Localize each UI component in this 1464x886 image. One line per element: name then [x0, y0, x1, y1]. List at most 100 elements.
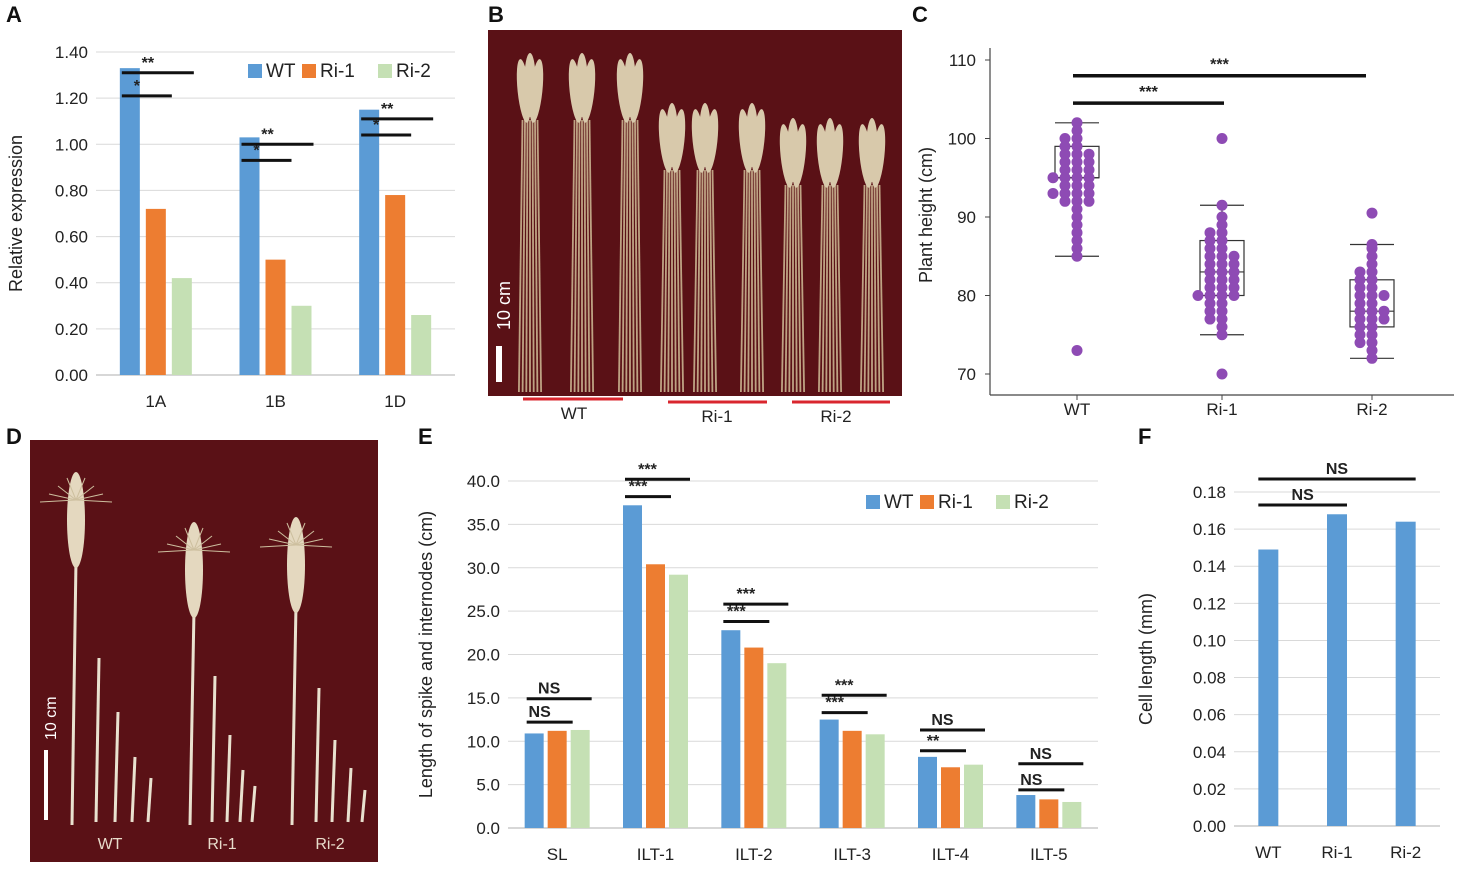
chart-c-ytick-label: 80 — [957, 287, 976, 306]
chart-a-ytick-label: 0.60 — [55, 228, 88, 247]
chart-a-bar-1b-s2 — [291, 305, 312, 375]
photo-d-awn — [166, 543, 195, 551]
photo-b-stem — [518, 119, 524, 393]
photo-b-stem — [709, 169, 714, 393]
chart-c-data-point — [1366, 282, 1378, 294]
chart-e-legend-label-1: Ri-1 — [938, 492, 973, 513]
photo-d-awn — [259, 544, 297, 548]
photo-b-spike — [581, 59, 596, 123]
chart-a-legend-swatch-0 — [248, 64, 262, 78]
chart-c-data-point — [1083, 148, 1095, 160]
chart-c-data-point — [1071, 235, 1083, 247]
chart-c-data-point — [1366, 258, 1378, 270]
chart-c-data-point — [1083, 172, 1095, 184]
chart-c-data-point — [1216, 199, 1228, 211]
chart-e-bar-sl-s0 — [524, 733, 544, 828]
chart-e-legend-swatch-1 — [920, 495, 934, 509]
chart-c-data-point — [1354, 297, 1366, 309]
chart-e-bar-sl-s2 — [570, 729, 590, 828]
photo-b-stem — [700, 169, 704, 393]
panel-letter-a: A — [6, 2, 22, 27]
chart-e-bar-ilt-3-s2 — [865, 734, 885, 828]
chart-f-ytick-label: 0.16 — [1193, 520, 1226, 539]
chart-e-significance-label: NS — [1030, 746, 1053, 763]
photo-d-awn — [157, 549, 195, 553]
chart-f-bar-wt — [1258, 549, 1279, 826]
photo-b-stem — [876, 184, 881, 393]
photo-b-stem — [834, 184, 839, 393]
chart-c-data-point — [1071, 148, 1083, 160]
chart-c-data-point — [1378, 313, 1390, 325]
chart-f-significance-label: NS — [1326, 461, 1349, 478]
chart-c-data-point — [1059, 148, 1071, 160]
chart-a-x-category-label: 1D — [384, 392, 406, 411]
photo-d-plants — [39, 472, 367, 826]
chart-a-legend-swatch-2 — [378, 64, 392, 78]
photo-b-stem — [794, 184, 798, 393]
photo-d-label-ri1: Ri-1 — [207, 836, 236, 853]
photo-b-stem — [531, 119, 535, 393]
chart-c-data-point — [1083, 180, 1095, 192]
chart-c-ytick-label: 110 — [949, 51, 976, 70]
chart-e-legend-label-2: Ri-2 — [1014, 492, 1049, 513]
photo-b-stem — [825, 184, 829, 393]
chart-e-bar-sl-s1 — [547, 730, 567, 828]
chart-c-data-point — [1083, 156, 1095, 168]
chart-c-data-point — [1216, 282, 1228, 294]
chart-a-y-axis-label: Relative expression — [6, 135, 26, 292]
chart-f-ytick-label: 0.04 — [1193, 743, 1226, 762]
chart-a-ytick-label: 0.40 — [55, 274, 88, 293]
chart-c-data-point — [1204, 227, 1216, 239]
chart-c-data-point — [1366, 207, 1378, 219]
chart-f-significance-label: NS — [1292, 487, 1315, 504]
chart-c-data-point — [1216, 368, 1228, 380]
chart-c-data-point — [1228, 258, 1240, 270]
chart-c-data-point — [1083, 195, 1095, 207]
photo-b-stem — [860, 184, 866, 393]
chart-e-ytick-label: 0.0 — [476, 819, 500, 838]
chart-c-data-point — [1228, 266, 1240, 278]
chart-a-legend-label-2: Ri-2 — [396, 61, 431, 82]
chart-c-data-point — [1366, 329, 1378, 341]
chart-e-bar-ilt-4-s0 — [918, 756, 937, 828]
photo-b-stem — [667, 169, 671, 393]
photo-d-awn — [193, 543, 222, 551]
photo-b-plants — [516, 53, 886, 393]
photo-b-stem — [618, 119, 624, 393]
chart-c-x-category-label: Ri-1 — [1206, 400, 1237, 419]
chart-c-data-point — [1354, 290, 1366, 301]
chart-f-cell-length: 0.00 0.02 0.04 0.06 0.08 0.10 0.12 0.14 0.16 0.18… — [1136, 461, 1440, 862]
photo-d-stem — [290, 604, 298, 826]
photo-d-awn — [57, 485, 77, 501]
chart-f-ytick-label: 0.02 — [1193, 780, 1226, 799]
photo-d-awn — [277, 530, 297, 546]
chart-a-significance-label: * — [373, 117, 380, 134]
chart-c-data-point — [1354, 321, 1366, 333]
chart-c-data-point — [1071, 140, 1083, 152]
chart-e-x-category-label: ILT-4 — [932, 845, 969, 864]
photo-d-internode — [330, 739, 337, 823]
chart-e-significance-label: *** — [629, 479, 648, 496]
photo-d-internode — [225, 734, 232, 823]
photo-d-label-ri2: Ri-2 — [315, 836, 344, 853]
photo-b-stem — [636, 119, 642, 393]
chart-a-bar-1a-s0 — [119, 68, 140, 376]
chart-c-data-point — [1378, 290, 1390, 301]
chart-f-bar-ri-2 — [1395, 521, 1416, 826]
photo-b-stem — [758, 169, 764, 393]
photo-d-awn — [184, 527, 195, 551]
chart-a-significance-label: ** — [381, 101, 394, 118]
chart-e-bar-ilt-5-s2 — [1062, 801, 1082, 828]
chart-c-data-point — [1059, 156, 1071, 168]
photo-d-awn — [295, 530, 315, 546]
chart-e-bar-ilt-2-s2 — [767, 663, 787, 828]
chart-a-ytick-label: 1.20 — [55, 89, 88, 108]
chart-f-ytick-label: 0.08 — [1193, 669, 1226, 688]
photo-b-stem — [577, 119, 581, 393]
photo-d-awn — [295, 538, 324, 546]
photo-d-awn — [75, 499, 113, 503]
photo-d-internode — [314, 687, 321, 823]
chart-c-data-point — [1083, 187, 1095, 199]
chart-c-x-category-label: Ri-2 — [1356, 400, 1387, 419]
chart-c-plant-height: 70 80 90 100 110 Plant height (cm) WT Ri-1 Ri-2 *… — [916, 48, 1454, 419]
